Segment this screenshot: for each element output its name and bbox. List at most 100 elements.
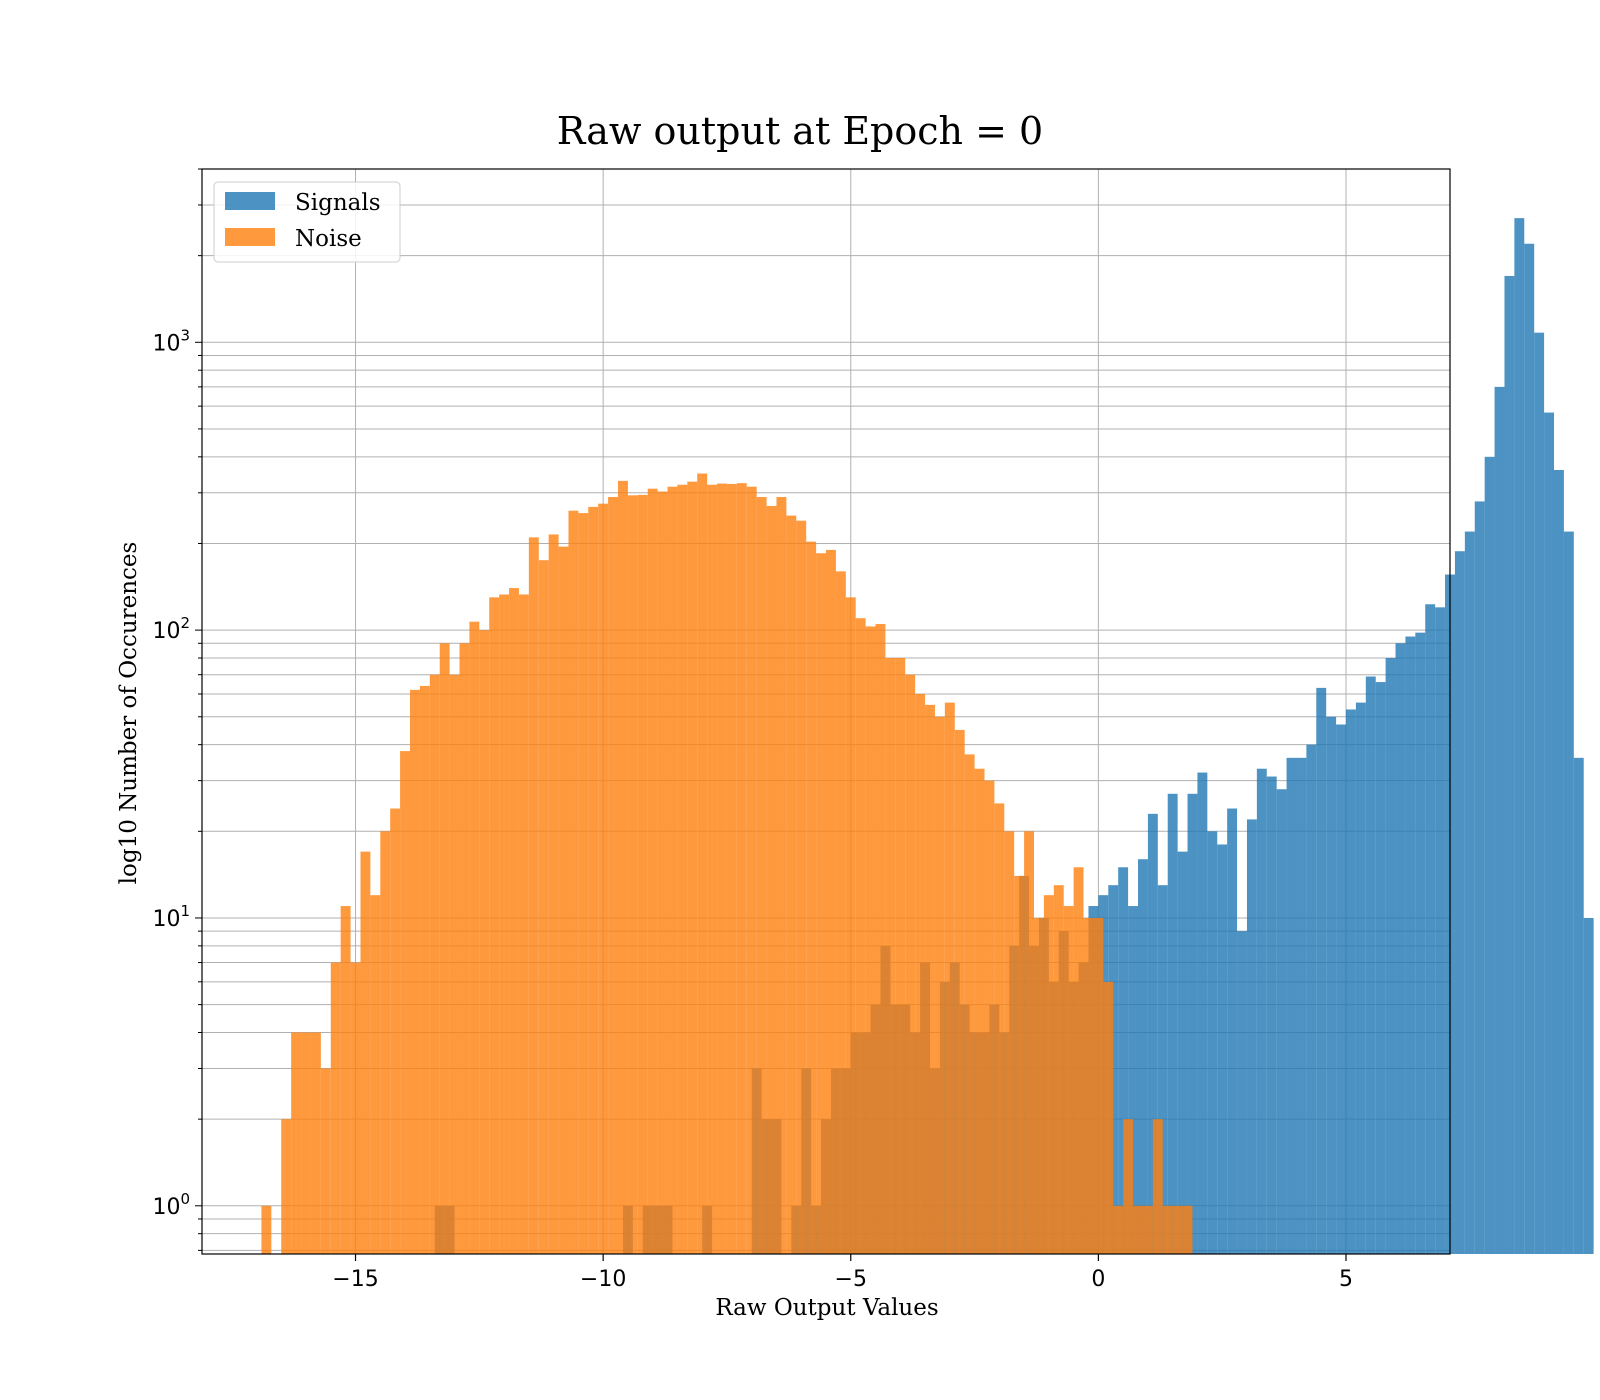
- bar-noise: [974, 768, 985, 1254]
- bar-signals: [1256, 768, 1267, 1254]
- bar-noise: [449, 674, 460, 1254]
- bar-signals: [1286, 757, 1297, 1254]
- bar-noise: [261, 1205, 272, 1254]
- bar-noise: [637, 494, 648, 1254]
- bar-noise: [1004, 831, 1015, 1254]
- bar-noise: [310, 1032, 321, 1254]
- bar-noise: [350, 962, 361, 1254]
- x-tick-label: −10: [580, 1267, 626, 1292]
- bar-noise: [618, 480, 628, 1254]
- bar-noise: [1083, 917, 1094, 1254]
- bar-noise: [816, 553, 826, 1254]
- bar-noise: [469, 621, 480, 1254]
- bar-signals: [1365, 676, 1376, 1254]
- bar-noise: [568, 510, 579, 1254]
- bar-noise: [1043, 895, 1054, 1254]
- bar-signals: [1494, 386, 1505, 1254]
- bar-signals: [1177, 851, 1188, 1254]
- bar-noise: [1182, 1205, 1193, 1254]
- bar-signals: [1554, 470, 1564, 1254]
- bar-noise: [855, 618, 866, 1254]
- bar-signals: [1534, 332, 1545, 1254]
- bar-signals: [1157, 885, 1168, 1254]
- bar-signals: [1306, 744, 1317, 1254]
- bar-signals: [1197, 772, 1208, 1254]
- bar-noise: [1103, 981, 1114, 1254]
- bar-noise: [677, 484, 688, 1254]
- bar-noise: [400, 751, 410, 1254]
- bar-signals: [1246, 819, 1257, 1254]
- bar-noise: [915, 693, 926, 1254]
- bar-noise: [528, 537, 539, 1254]
- bar-signals: [1375, 682, 1386, 1254]
- x-tick-label: −5: [835, 1267, 867, 1292]
- histogram-bars: [261, 218, 1594, 1255]
- bar-noise: [776, 497, 787, 1254]
- bar-noise: [320, 1068, 331, 1254]
- bar-signals: [1147, 813, 1158, 1254]
- bar-noise: [1142, 1205, 1153, 1254]
- bar-noise: [548, 534, 559, 1254]
- bar-noise: [429, 674, 440, 1254]
- chart-title: Raw output at Epoch = 0: [557, 109, 1043, 153]
- bar-noise: [1063, 906, 1074, 1254]
- bar-noise: [885, 658, 896, 1254]
- bar-noise: [786, 515, 797, 1254]
- bar-noise: [905, 674, 916, 1254]
- bar-noise: [489, 597, 500, 1254]
- bar-noise: [954, 729, 965, 1254]
- bar-signals: [1484, 456, 1495, 1255]
- bar-signals: [1583, 917, 1594, 1254]
- bar-noise: [459, 643, 470, 1254]
- y-tick-label: 103: [152, 326, 190, 356]
- bar-noise: [1113, 1205, 1124, 1254]
- legend-label-signals: Signals: [295, 190, 381, 216]
- bar-noise: [380, 831, 391, 1254]
- bar-noise: [736, 483, 747, 1254]
- plot-border: [201, 168, 1451, 1255]
- bar-noise: [1172, 1205, 1183, 1254]
- bar-noise: [538, 560, 549, 1254]
- y-tick-label: 102: [152, 614, 190, 644]
- legend-swatch-signals: [225, 192, 275, 210]
- bar-signals: [1276, 789, 1287, 1254]
- legend-swatch-noise: [225, 228, 275, 246]
- legend-label-noise: Noise: [295, 226, 362, 252]
- bar-signals: [1563, 531, 1574, 1254]
- bar-signals: [1227, 808, 1238, 1254]
- bar-noise: [479, 630, 490, 1254]
- bar-signals: [1316, 687, 1327, 1254]
- x-axis-label: Raw Output Values: [715, 1295, 938, 1321]
- bar-noise: [281, 1119, 292, 1254]
- series-noise: [261, 473, 1193, 1255]
- bar-noise: [1073, 867, 1084, 1254]
- bar-noise: [984, 780, 995, 1254]
- bar-noise: [865, 626, 876, 1254]
- y-tick-label: 101: [152, 902, 190, 932]
- bar-noise: [657, 491, 668, 1254]
- bar-noise: [944, 702, 955, 1254]
- bar-noise: [845, 597, 856, 1254]
- bar-noise: [627, 495, 638, 1254]
- bar-noise: [558, 546, 569, 1254]
- bar-noise: [875, 624, 886, 1254]
- bar-noise: [608, 497, 618, 1254]
- bar-noise: [499, 594, 510, 1254]
- bar-noise: [667, 486, 678, 1254]
- axes-frame: [201, 168, 1451, 1255]
- bar-signals: [1237, 931, 1247, 1254]
- bar-noise: [925, 704, 935, 1254]
- bar-noise: [1014, 875, 1025, 1254]
- bar-noise: [1152, 1119, 1163, 1254]
- bar-signals: [1405, 636, 1416, 1254]
- bar-signals: [1217, 844, 1228, 1254]
- bar-signals: [1454, 551, 1465, 1254]
- bar-noise: [707, 484, 718, 1254]
- bar-signals: [1435, 607, 1446, 1254]
- bar-noise: [340, 906, 351, 1254]
- bar-noise: [588, 506, 599, 1254]
- x-tick-label: 5: [1339, 1267, 1353, 1292]
- bar-noise: [410, 689, 420, 1254]
- bar-signals: [1464, 531, 1475, 1254]
- bar-noise: [578, 513, 589, 1254]
